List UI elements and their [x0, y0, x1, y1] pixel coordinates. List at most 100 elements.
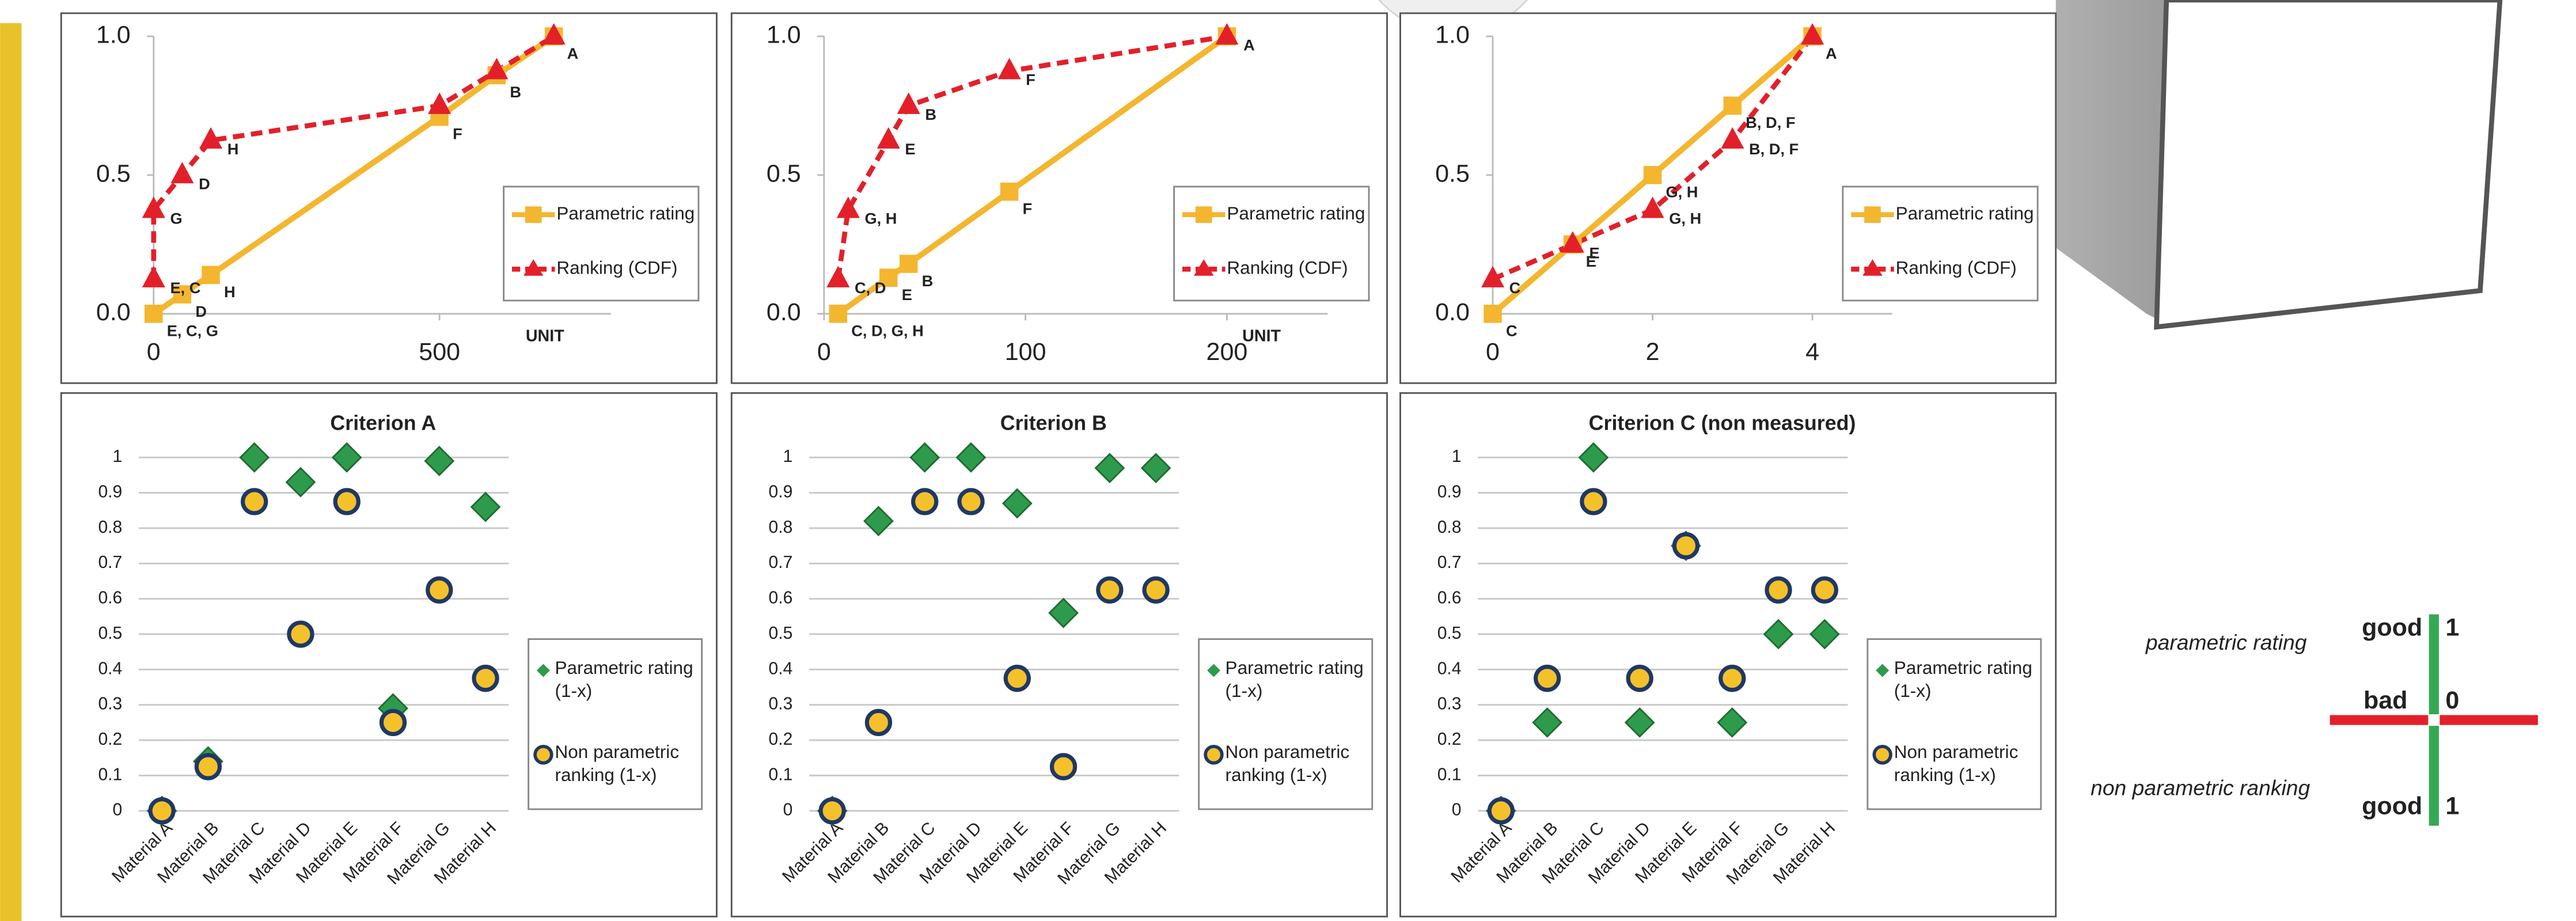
diagram-label: non parametric ranking [2091, 775, 2310, 799]
legend-label-box: Non parametric ranking (1-x) [555, 743, 679, 786]
legend-label: Non parametric ranking (1-x) [1225, 743, 1350, 786]
marker-triangle [1801, 23, 1824, 45]
legend-diagram: parametric rating non parametric ranking… [2091, 614, 2538, 826]
marker-triangle [1481, 266, 1505, 287]
y-tick-label: 1.0 [1435, 21, 1470, 48]
legend-label-box: Parametric rating (1-x) [1225, 658, 1364, 702]
x-axis-label: UNIT [526, 327, 564, 345]
bg-shape [1667, 0, 2180, 323]
point-label: G, H [1669, 210, 1701, 228]
marker-circle [1533, 665, 1561, 692]
diagram-word: good [2362, 792, 2422, 820]
marker-square [145, 304, 163, 323]
legend-marker [1204, 745, 1224, 765]
bg-card [2154, 0, 2503, 330]
marker-triangle [428, 92, 452, 114]
y-tick-label: 0.1 [98, 765, 122, 784]
point-label: B [922, 272, 934, 290]
marker-triangle [897, 92, 920, 114]
point-label: E, C, G [167, 321, 218, 339]
legend-marker [533, 745, 553, 765]
diagram-word: bad [2363, 687, 2407, 714]
point-label: A [1826, 44, 1837, 62]
marker-diamond [1717, 707, 1748, 738]
point-label: H [224, 283, 236, 301]
y-tick-label: 0.5 [1437, 624, 1462, 643]
y-tick-label: 0.4 [98, 659, 122, 678]
marker-diamond [331, 442, 362, 473]
marker-circle [1718, 665, 1746, 692]
marker-diamond [1048, 597, 1079, 628]
marker-circle [1765, 576, 1792, 604]
x-tick-label: 200 [1207, 338, 1248, 366]
y-tick-label: 1 [113, 447, 123, 466]
y-tick-label: 0.2 [769, 730, 793, 749]
marker-circle [1811, 576, 1838, 604]
marker-circle [241, 488, 268, 516]
y-tick-label: 0.3 [1437, 695, 1462, 714]
legend-marker [523, 259, 544, 276]
legend-box [1866, 638, 2042, 810]
y-tick-label: 0.7 [1437, 553, 1462, 572]
point-label: C, D [855, 279, 886, 297]
point-label: E [1586, 252, 1596, 270]
point-label: F [453, 124, 462, 142]
legend-label-box: Non parametric ranking (1-x) [1225, 743, 1350, 786]
marker-circle [148, 797, 176, 825]
legend-label: Parametric rating [1227, 203, 1365, 223]
marker-circle [818, 797, 846, 825]
legend-marker [1864, 206, 1881, 223]
chart-title: Criterion C (non measured) [1589, 411, 1856, 434]
legend-marker [1862, 259, 1883, 276]
y-tick-label: 0.5 [767, 160, 801, 187]
legend-marker [525, 206, 542, 223]
point-label: B, D, F [1749, 140, 1799, 158]
legend-label-box: Non parametric ranking (1-x) [1894, 743, 2019, 786]
y-tick-label: 0.0 [767, 298, 801, 326]
legend-box [1198, 638, 1374, 810]
marker-circle [1142, 576, 1170, 604]
marker-circle [1003, 665, 1031, 692]
y-tick-label: 0.9 [98, 483, 122, 502]
y-tick-label: 0.8 [1437, 518, 1462, 537]
marker-diamond [1578, 442, 1609, 473]
diagram-label: parametric rating [2145, 630, 2307, 654]
y-tick-label: 0.2 [98, 730, 122, 749]
point-label: D [199, 175, 210, 192]
legend-marker [1195, 206, 1212, 223]
legend-label-box: Parametric rating (1-x) [1894, 658, 2032, 702]
point-label: C [1509, 279, 1521, 297]
point-label: D [195, 302, 207, 320]
diagram-number: 1 [2445, 792, 2459, 820]
point-label: A [1243, 36, 1255, 54]
marker-triangle [485, 58, 509, 79]
y-tick-label: 0.2 [1437, 730, 1462, 749]
marker-circle [1096, 576, 1124, 604]
marker-triangle [199, 127, 223, 149]
y-tick-label: 0.7 [769, 553, 793, 572]
marker-triangle [1561, 231, 1584, 253]
marker-triangle [997, 58, 1021, 79]
legend-label: Parametric rating [1896, 203, 2034, 223]
legend-label: Parametric rating (1-x) [1225, 658, 1364, 702]
marker-square [899, 255, 918, 273]
y-tick-label: 0.5 [96, 160, 131, 187]
legend-label: Ranking (CDF) [1227, 257, 1348, 278]
y-tick-label: 0.8 [769, 518, 793, 537]
x-tick-label: 0 [147, 338, 161, 366]
marker-diamond [955, 442, 987, 473]
point-label: B [510, 83, 521, 101]
marker-triangle [1721, 127, 1744, 149]
marker-circle [1672, 532, 1700, 560]
marker-circle [864, 708, 893, 737]
x-tick-label: 100 [1005, 338, 1046, 366]
legend-label-box: Parametric rating (1-x) [555, 659, 693, 702]
point-label: B [925, 105, 936, 123]
marker-circle [1487, 797, 1515, 825]
legend-box [503, 185, 700, 302]
diagram-word: good [2362, 614, 2422, 642]
legend-label: Parametric rating (1-x) [1894, 658, 2032, 702]
point-label: E [905, 140, 915, 158]
marker-circle [957, 488, 985, 516]
